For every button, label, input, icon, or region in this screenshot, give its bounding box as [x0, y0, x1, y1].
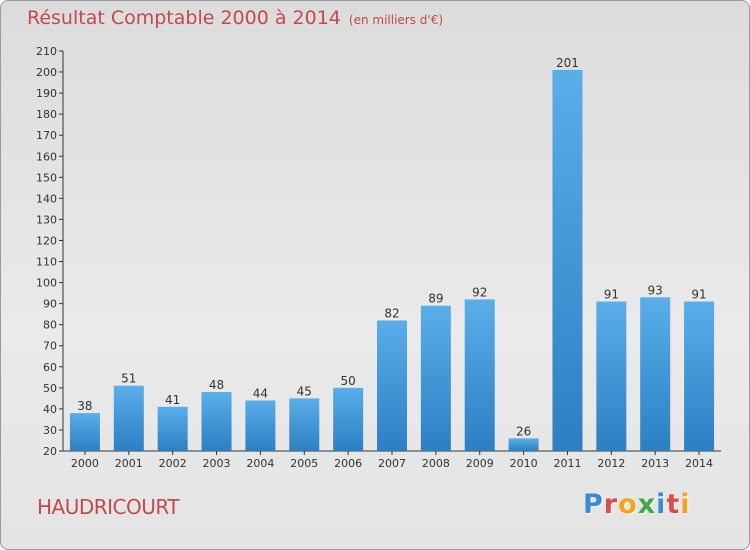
bar — [69, 413, 100, 451]
x-tick-label: 2006 — [334, 457, 362, 470]
logo-letter: x — [637, 489, 657, 520]
y-tick-label: 50 — [43, 382, 57, 395]
x-tick-label: 2001 — [115, 457, 143, 470]
bar — [377, 320, 407, 451]
x-tick-label: 2009 — [466, 457, 494, 470]
logo-letter: o — [618, 489, 638, 520]
bar-value-label: 201 — [556, 56, 579, 70]
x-tick-label: 2011 — [553, 457, 581, 470]
bar — [333, 387, 364, 451]
x-tick-label: 2014 — [685, 457, 713, 470]
y-tick-label: 200 — [36, 66, 57, 79]
bar-value-label: 41 — [165, 393, 180, 407]
bar — [640, 297, 671, 451]
y-tick-label: 70 — [43, 340, 57, 353]
y-tick-label: 140 — [36, 192, 57, 205]
x-tick-label: 2012 — [597, 457, 625, 470]
bar — [289, 398, 320, 451]
logo-letter: i — [656, 489, 667, 520]
bar — [420, 305, 451, 451]
bar-value-label: 51 — [121, 372, 136, 386]
bar-value-label: 50 — [340, 374, 355, 388]
bar — [201, 392, 232, 451]
logo-letter: t — [666, 489, 681, 520]
y-tick-label: 20 — [43, 445, 57, 458]
place-name: HAUDRICOURT — [37, 495, 180, 519]
y-tick-label: 60 — [43, 361, 57, 374]
x-tick-label: 2005 — [290, 457, 318, 470]
y-tick-label: 150 — [36, 171, 57, 184]
y-tick-label: 130 — [36, 213, 57, 226]
chart-subtitle: (en milliers d'€) — [348, 13, 444, 27]
y-tick-label: 110 — [36, 256, 57, 269]
x-tick-label: 2003 — [203, 457, 231, 470]
y-tick-label: 30 — [43, 424, 57, 437]
x-tick-label: 2000 — [71, 457, 99, 470]
y-tick-label: 170 — [36, 129, 57, 142]
bar-value-label: 44 — [253, 386, 268, 400]
y-tick-label: 120 — [36, 234, 57, 247]
bar-value-label: 91 — [604, 288, 619, 302]
bar-value-label: 91 — [691, 288, 706, 302]
y-tick-label: 40 — [43, 403, 57, 416]
bar-value-label: 48 — [209, 378, 224, 392]
y-tick-label: 100 — [36, 277, 57, 290]
bar — [464, 299, 495, 451]
logo-letter: P — [583, 489, 604, 520]
x-tick-label: 2010 — [510, 457, 538, 470]
bar-value-label: 92 — [472, 285, 487, 299]
x-tick-label: 2007 — [378, 457, 406, 470]
x-tick-label: 2002 — [159, 457, 187, 470]
bar — [113, 385, 144, 451]
bar-value-label: 26 — [516, 424, 531, 438]
chart-title: Résultat Comptable 2000 à 2014 (en millie… — [27, 7, 444, 29]
y-tick-label: 80 — [43, 319, 57, 332]
y-tick-label: 90 — [43, 298, 57, 311]
bar-value-label: 45 — [297, 384, 312, 398]
bar-value-label: 93 — [648, 283, 663, 297]
x-tick-label: 2008 — [422, 457, 450, 470]
bar — [596, 301, 627, 451]
bar — [508, 438, 539, 451]
y-tick-label: 190 — [36, 87, 57, 100]
bar-value-label: 38 — [77, 399, 92, 413]
logo-letter: r — [603, 489, 619, 520]
bar-value-label: 89 — [428, 292, 443, 306]
logo-letter: i — [680, 489, 691, 520]
x-tick-label: 2013 — [641, 457, 669, 470]
bar — [684, 301, 715, 451]
y-tick-label: 210 — [36, 45, 57, 58]
bar — [157, 406, 188, 451]
x-tick-label: 2004 — [246, 457, 274, 470]
bar — [245, 400, 276, 451]
y-tick-label: 160 — [36, 150, 57, 163]
bar-value-label: 82 — [384, 306, 399, 320]
bar — [552, 69, 583, 452]
y-tick-label: 180 — [36, 108, 57, 121]
proxiti-logo: Proxiti — [583, 489, 691, 520]
